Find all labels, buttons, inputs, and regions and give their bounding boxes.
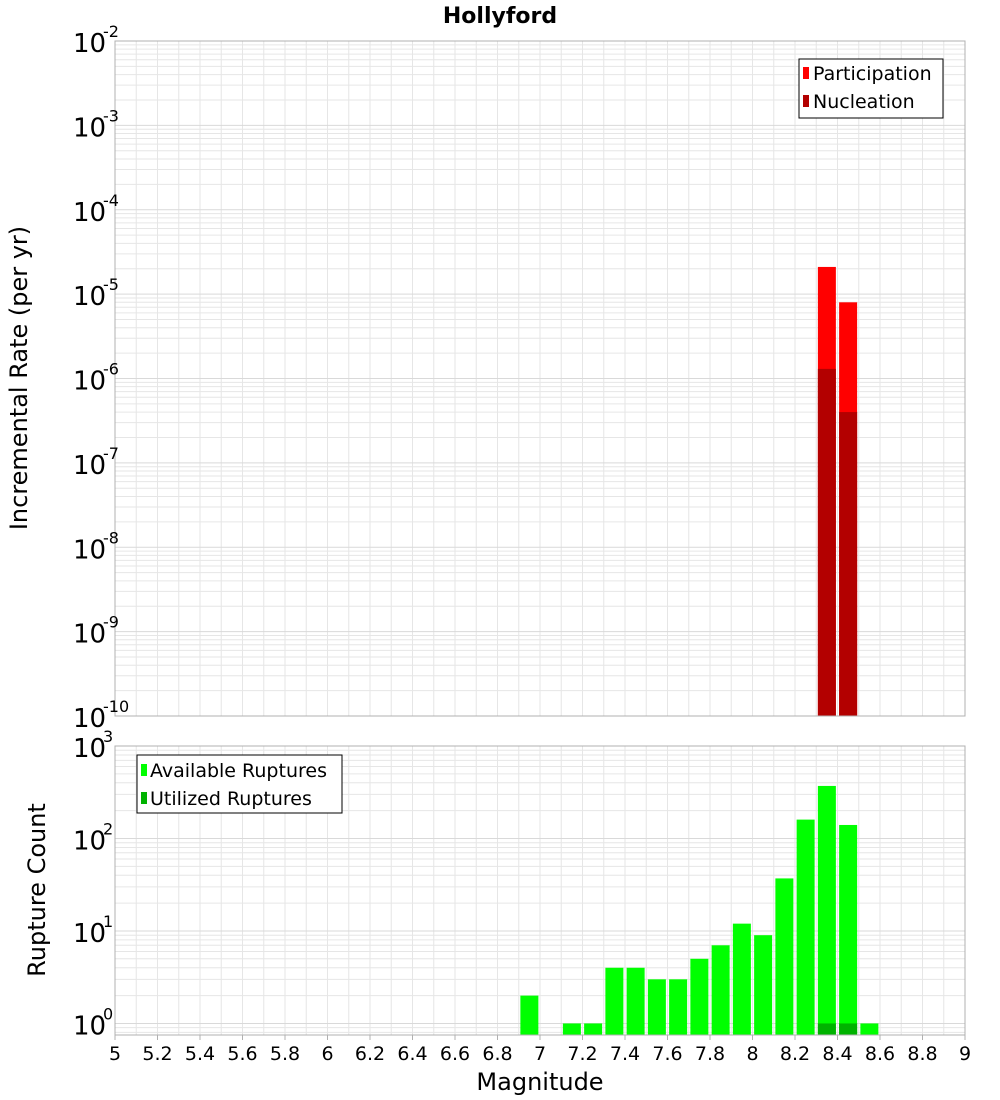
top-y-tick-label: 10 xyxy=(73,704,106,734)
available-ruptures-bar xyxy=(584,1023,603,1035)
bottom-legend-box xyxy=(136,754,343,814)
bottom-y-tick-exponent: 3 xyxy=(103,727,113,746)
x-tick-label: 7.8 xyxy=(695,1043,725,1065)
utilized-legend-label: Utilized Ruptures xyxy=(150,788,312,810)
top-y-tick-exponent: -6 xyxy=(103,360,119,379)
top-y-tick-label: 10 xyxy=(73,113,106,143)
available-ruptures-bar xyxy=(690,958,709,1035)
bottom-y-tick-label: 10 xyxy=(73,1011,106,1041)
bottom-y-tick-label: 10 xyxy=(73,734,106,764)
x-tick-label: 6.4 xyxy=(397,1043,427,1065)
top-y-tick-exponent: -9 xyxy=(103,613,119,632)
top-y-tick-label: 10 xyxy=(73,282,106,312)
utilized-ruptures-bar xyxy=(839,1023,858,1035)
available-ruptures-bar xyxy=(711,945,730,1035)
top-plot-frame xyxy=(114,40,966,717)
x-axis-ticks: 5 5.2 5.4 5.6 5.8 6 6.2 6.4 6.6 6.8 7 7.2 7.4 7.6 7.8 8… xyxy=(109,1035,971,1065)
top-y-tick-exponent: -8 xyxy=(103,528,119,547)
x-tick-label: 5 xyxy=(109,1043,121,1065)
available-ruptures-bar xyxy=(520,995,539,1035)
top-legend: Participation Nucleation xyxy=(798,58,944,119)
bottom-y-axis-title: Rupture Count xyxy=(23,803,51,977)
available-ruptures-bar xyxy=(669,979,688,1035)
nucleation-bar xyxy=(817,368,836,716)
x-tick-label: 8.2 xyxy=(780,1043,810,1065)
available-ruptures-bar xyxy=(626,967,645,1035)
top-y-tick-exponent: -7 xyxy=(103,444,119,463)
top-y-tick-label: 10 xyxy=(73,367,106,397)
top-legend-box xyxy=(798,58,944,119)
top-y-tick-exponent: -10 xyxy=(103,697,129,716)
x-tick-label: 8.6 xyxy=(865,1043,895,1065)
bottom-y-tick-exponent: 2 xyxy=(103,819,113,838)
bottom-y-tick-label: 10 xyxy=(73,826,106,856)
bottom-legend: Available Ruptures Utilized Ruptures xyxy=(136,754,343,814)
top-bars xyxy=(817,266,858,716)
available-legend-swatch xyxy=(141,764,147,776)
x-tick-label: 6.8 xyxy=(482,1043,512,1065)
x-tick-label: 8.8 xyxy=(907,1043,937,1065)
x-tick-label: 7.6 xyxy=(652,1043,682,1065)
chart-title: Hollyford xyxy=(443,4,557,29)
available-ruptures-bar xyxy=(817,785,836,1035)
available-ruptures-bar xyxy=(562,1023,581,1035)
x-tick-label: 9 xyxy=(959,1043,971,1065)
available-legend-label: Available Ruptures xyxy=(150,760,327,782)
top-y-tick-exponent: -2 xyxy=(103,22,119,41)
utilized-legend-swatch xyxy=(141,792,147,804)
bottom-y-tick-exponent: 1 xyxy=(103,912,113,931)
x-tick-label: 6.6 xyxy=(440,1043,470,1065)
x-tick-label: 8.4 xyxy=(822,1043,852,1065)
top-panel: 10-210-310-410-510-610-710-810-910-10 In… xyxy=(5,22,966,734)
x-tick-label: 6.2 xyxy=(355,1043,385,1065)
available-ruptures-bar xyxy=(732,923,751,1035)
participation-legend-label: Participation xyxy=(813,63,932,85)
x-tick-label: 7.2 xyxy=(567,1043,597,1065)
x-tick-label: 6 xyxy=(321,1043,333,1065)
nucleation-bar xyxy=(839,412,858,716)
top-y-axis-title: Incremental Rate (per yr) xyxy=(5,226,33,530)
available-ruptures-bar xyxy=(796,819,815,1035)
available-ruptures-bar xyxy=(860,1023,879,1035)
participation-legend-swatch xyxy=(803,67,809,79)
nucleation-legend-swatch xyxy=(803,95,809,107)
top-y-tick-exponent: -5 xyxy=(103,275,119,294)
bottom-y-tick-label: 10 xyxy=(73,919,106,949)
x-tick-label: 5.6 xyxy=(227,1043,257,1065)
x-axis-title: Magnitude xyxy=(476,1068,603,1096)
x-tick-label: 8 xyxy=(746,1043,758,1065)
available-ruptures-bar xyxy=(647,979,666,1035)
top-y-tick-label: 10 xyxy=(73,451,106,481)
x-tick-label: 7.4 xyxy=(610,1043,640,1065)
top-y-tick-label: 10 xyxy=(73,29,106,59)
available-ruptures-bar xyxy=(754,935,773,1035)
available-ruptures-bar xyxy=(839,824,858,1035)
top-y-tick-label: 10 xyxy=(73,535,106,565)
top-y-tick-exponent: -4 xyxy=(103,191,119,210)
bottom-bars xyxy=(520,785,879,1035)
x-tick-label: 7 xyxy=(534,1043,546,1065)
x-tick-label: 5.8 xyxy=(270,1043,300,1065)
top-grid xyxy=(115,41,965,716)
top-y-ticks: 10-210-310-410-510-610-710-810-910-10 xyxy=(73,22,129,734)
nucleation-legend-label: Nucleation xyxy=(813,91,915,113)
available-ruptures-bar xyxy=(605,967,624,1035)
top-y-tick-exponent: -3 xyxy=(103,106,119,125)
top-y-tick-label: 10 xyxy=(73,620,106,650)
x-tick-label: 5.2 xyxy=(142,1043,172,1065)
utilized-ruptures-bar xyxy=(817,1023,836,1035)
top-y-tick-label: 10 xyxy=(73,198,106,228)
x-tick-label: 5.4 xyxy=(185,1043,215,1065)
bottom-y-tick-exponent: 0 xyxy=(103,1004,113,1023)
available-ruptures-bar xyxy=(775,878,794,1035)
